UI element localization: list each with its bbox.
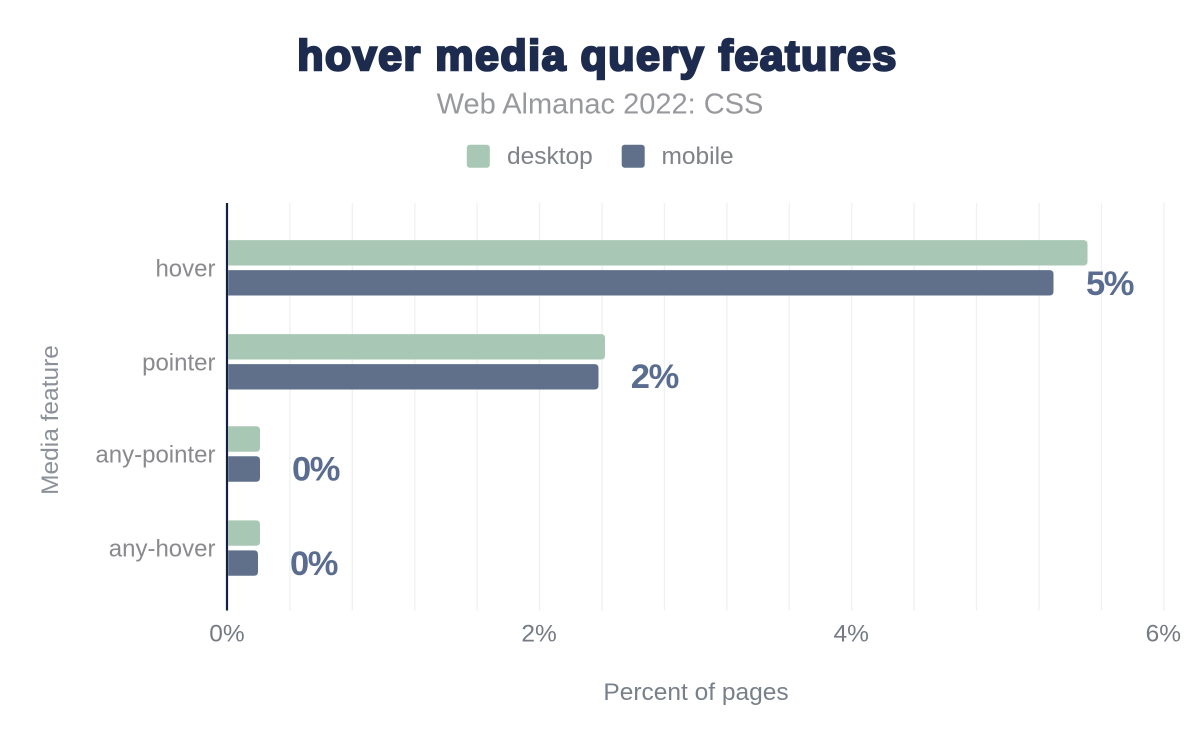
svg-text:Percent of pages: Percent of pages	[603, 679, 788, 706]
svg-text:any-hover: any-hover	[109, 536, 216, 563]
svg-text:2%: 2%	[631, 358, 679, 396]
svg-text:6%: 6%	[1146, 621, 1181, 648]
svg-text:any-pointer: any-pointer	[95, 442, 215, 469]
svg-text:2%: 2%	[521, 621, 556, 648]
svg-text:Media feature: Media feature	[37, 345, 64, 495]
svg-text:4%: 4%	[833, 621, 868, 648]
svg-text:0%: 0%	[292, 450, 340, 488]
svg-text:hover: hover	[155, 255, 215, 282]
svg-text:pointer: pointer	[142, 349, 215, 376]
svg-text:5%: 5%	[1086, 265, 1134, 303]
svg-text:mobile: mobile	[662, 143, 734, 170]
svg-text:0%: 0%	[290, 545, 338, 583]
svg-text:hover media query features: hover media query features	[297, 32, 898, 80]
svg-text:desktop: desktop	[507, 143, 593, 170]
svg-text:0%: 0%	[209, 621, 244, 648]
svg-text:Web Almanac 2022: CSS: Web Almanac 2022: CSS	[437, 89, 764, 121]
